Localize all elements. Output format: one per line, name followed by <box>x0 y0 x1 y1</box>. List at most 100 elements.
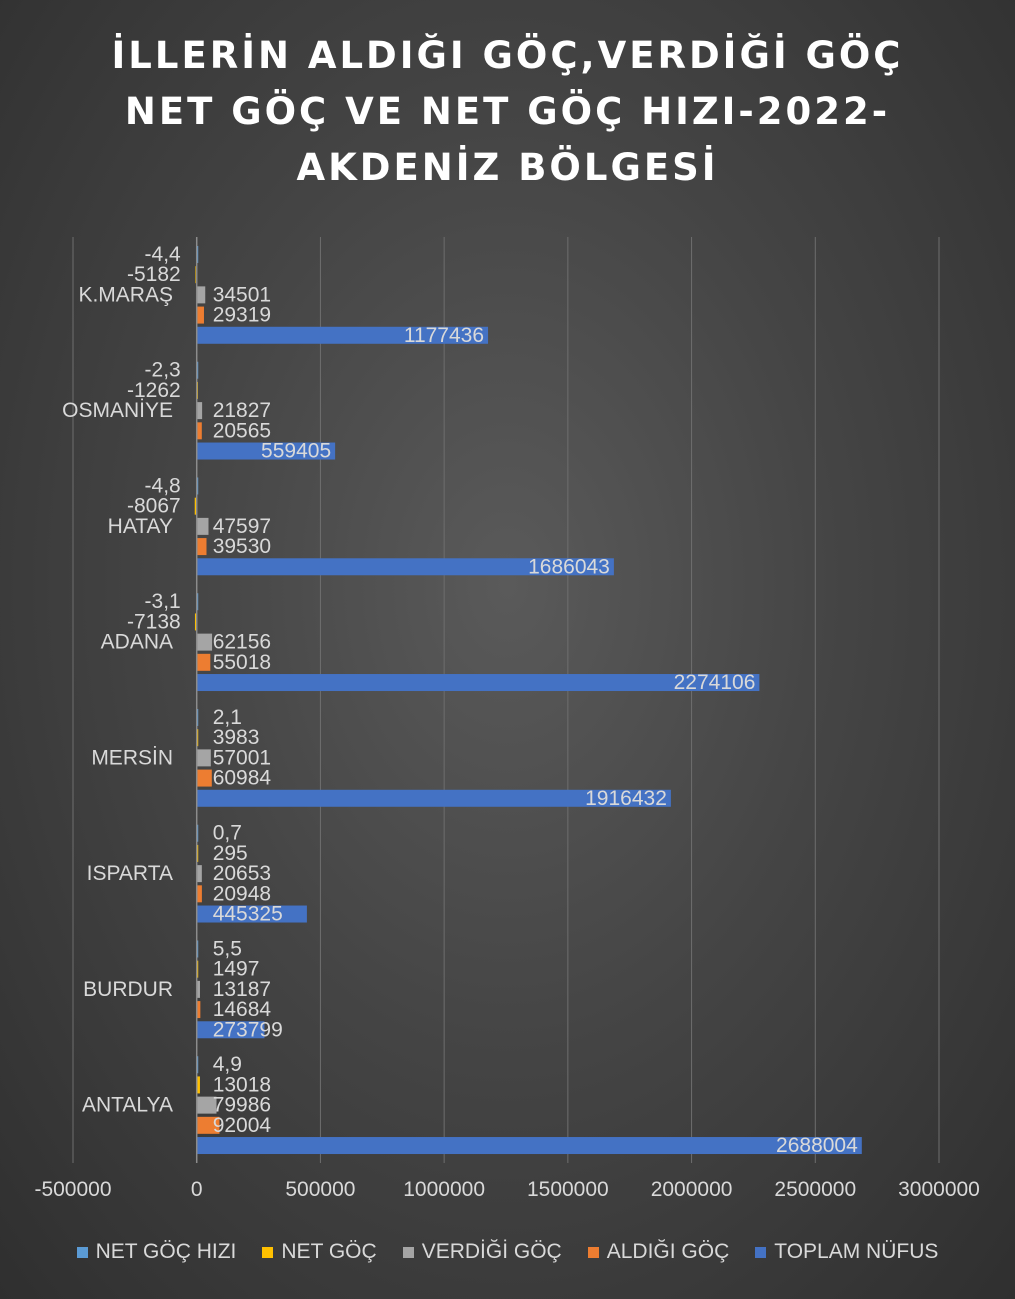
data-label: -7138 <box>127 610 181 633</box>
bar-burdur-series-3 <box>196 1001 201 1019</box>
bar-osmaniye-series-3 <box>196 422 202 440</box>
bar-hatay-series-1 <box>194 497 197 515</box>
data-label: 5,5 <box>213 937 242 960</box>
chart-legend: NET GÖÇ HIZI NET GÖÇ VERDİĞİ GÖÇ ALDIĞI GÖÇ… <box>0 1240 1015 1264</box>
data-label: 1686043 <box>528 555 610 578</box>
bar-kmara-series-3 <box>196 306 204 324</box>
legend-label: ALDIĞI GÖÇ <box>606 1240 730 1263</box>
data-label: 55018 <box>213 651 271 674</box>
legend-swatch <box>587 1246 599 1258</box>
data-label: -5182 <box>127 263 181 286</box>
x-tick-label: 1000000 <box>403 1178 485 1201</box>
data-label: 13187 <box>213 978 271 1001</box>
data-label: -8067 <box>127 495 181 518</box>
data-label: 1177436 <box>404 324 484 347</box>
x-tick-label: 500000 <box>285 1178 355 1201</box>
bar-antalya-series-1 <box>196 1076 200 1094</box>
bar-antalya-series-2 <box>196 1096 217 1114</box>
legend-label: VERDİĞİ GÖÇ <box>421 1240 562 1263</box>
data-label: 92004 <box>213 1114 272 1137</box>
data-label: 57001 <box>213 746 271 769</box>
data-label: 29319 <box>213 304 271 327</box>
bar-burdur-series-2 <box>196 980 200 998</box>
data-label: -4,4 <box>145 243 182 266</box>
category-label: K.MARAŞ <box>78 283 173 306</box>
bar-adana-series-3 <box>196 653 211 671</box>
data-label: -3,1 <box>145 590 181 613</box>
data-label: 2,1 <box>213 706 242 729</box>
data-label: -4,8 <box>145 474 181 497</box>
data-label: 2274106 <box>674 671 756 694</box>
category-label: OSMANİYE <box>62 399 173 422</box>
chart-title-line-3: AKDENİZ BÖLGESİ <box>296 146 719 189</box>
data-label: 20948 <box>213 882 271 905</box>
data-label: 21827 <box>213 399 271 422</box>
legend-item: TOPLAM NÜFUS <box>755 1240 938 1264</box>
legend-label: TOPLAM NÜFUS <box>774 1240 939 1263</box>
data-label: 445325 <box>213 903 283 926</box>
data-label: 47597 <box>213 515 271 538</box>
legend-swatch <box>402 1246 414 1258</box>
data-label: -2,3 <box>145 359 181 382</box>
data-label: 1916432 <box>585 787 667 810</box>
bar-burdur-series-4 <box>196 1021 265 1039</box>
bar-adana-series-1 <box>194 613 197 631</box>
x-tick-label: 2000000 <box>651 1178 733 1201</box>
data-label: 34501 <box>213 283 271 306</box>
legend-item: VERDİĞİ GÖÇ <box>402 1240 562 1264</box>
bar-kmara-series-2 <box>196 286 206 304</box>
bar-isparta-series-2 <box>196 865 202 883</box>
data-label: 2688004 <box>776 1134 858 1157</box>
chart-title-line-1: İLLERİN ALDIĞI GÖÇ,VERDİĞİ GÖÇ <box>111 34 904 77</box>
bar-mersin-series-3 <box>196 769 212 787</box>
bar-mersin-series-4 <box>196 789 671 807</box>
bar-hatay-series-2 <box>196 517 209 535</box>
bar-isparta-series-3 <box>196 885 202 903</box>
x-tick-label: -500000 <box>34 1178 111 1201</box>
x-tick-label: 2500000 <box>774 1178 856 1201</box>
data-label: -1262 <box>127 379 181 402</box>
x-tick-label: 3000000 <box>898 1178 980 1201</box>
x-tick-label: 1500000 <box>527 1178 609 1201</box>
data-label: 295 <box>213 842 248 865</box>
bar-adana-series-2 <box>196 633 213 651</box>
bar-antalya-series-3 <box>196 1116 220 1134</box>
bar-mersin-series-2 <box>196 749 211 767</box>
legend-item: NET GÖÇ HIZI <box>76 1240 237 1264</box>
data-label: 14684 <box>213 998 272 1021</box>
chart-title: İLLERİN ALDIĞI GÖÇ,VERDİĞİ GÖÇ NET GÖÇ V… <box>0 28 1015 196</box>
legend-item: ALDIĞI GÖÇ <box>587 1240 730 1264</box>
data-label: 1497 <box>213 958 260 981</box>
category-label: BURDUR <box>83 978 173 1001</box>
bar-osmaniye-series-4 <box>196 442 336 460</box>
bar-kmara-series-4 <box>196 326 489 344</box>
data-label: 20565 <box>213 419 271 442</box>
legend-label: NET GÖÇ HIZI <box>95 1240 237 1263</box>
category-label: ANTALYA <box>82 1094 173 1117</box>
category-label: MERSİN <box>91 746 173 769</box>
chart-title-line-2: NET GÖÇ VE NET GÖÇ HIZI-2022- <box>124 90 891 133</box>
legend-swatch <box>755 1246 767 1258</box>
data-label: 60984 <box>213 767 272 790</box>
data-label: 273799 <box>213 1018 283 1041</box>
data-label: 3983 <box>213 726 260 749</box>
bar-antalya-series-4 <box>196 1137 862 1155</box>
category-label: ADANA <box>101 631 173 654</box>
bar-adana-series-4 <box>196 674 760 692</box>
data-label: 4,9 <box>213 1053 242 1076</box>
data-label: 39530 <box>213 535 271 558</box>
bar-hatay-series-3 <box>196 538 207 556</box>
data-label: 13018 <box>213 1073 271 1096</box>
bar-isparta-series-4 <box>196 905 307 923</box>
category-label: ISPARTA <box>87 862 173 885</box>
data-label: 559405 <box>261 440 331 463</box>
data-label: 62156 <box>213 631 271 654</box>
data-label: 79986 <box>213 1094 271 1117</box>
data-label: 20653 <box>213 862 271 885</box>
legend-swatch <box>262 1246 274 1258</box>
category-label: HATAY <box>108 515 173 538</box>
data-label: 0,7 <box>213 822 242 845</box>
legend-label: NET GÖÇ <box>281 1240 377 1263</box>
